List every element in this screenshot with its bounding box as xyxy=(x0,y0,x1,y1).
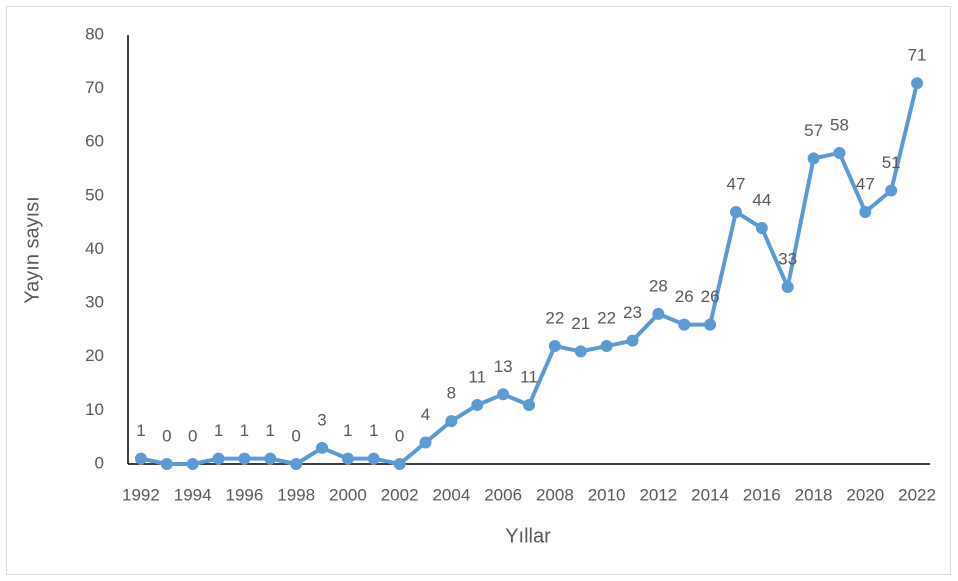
chart-border xyxy=(6,6,951,575)
data-point xyxy=(911,77,924,90)
x-tick-label: 1996 xyxy=(226,485,264,504)
x-tick-label: 2006 xyxy=(484,485,522,504)
data-label: 26 xyxy=(701,287,720,306)
data-point xyxy=(471,399,484,412)
data-point xyxy=(833,146,846,159)
data-point xyxy=(393,458,406,470)
data-label: 44 xyxy=(752,191,771,210)
data-point xyxy=(186,458,199,470)
data-point xyxy=(341,452,354,465)
data-point xyxy=(678,318,691,331)
x-tick-label: 2018 xyxy=(795,485,833,504)
data-label: 1 xyxy=(214,421,223,440)
data-label: 1 xyxy=(266,421,275,440)
data-label: 33 xyxy=(778,250,797,269)
data-label: 0 xyxy=(291,426,300,445)
data-point xyxy=(264,452,277,465)
x-tick-label: 2004 xyxy=(432,485,470,504)
data-label: 3 xyxy=(317,410,326,429)
data-label: 4 xyxy=(421,405,430,424)
x-tick-label: 2012 xyxy=(639,485,677,504)
x-tick-label: 2002 xyxy=(381,485,419,504)
y-tick-label: 80 xyxy=(85,24,104,43)
y-tick-label: 30 xyxy=(85,293,104,312)
data-label: 0 xyxy=(162,426,171,445)
y-tick-label: 40 xyxy=(85,239,104,258)
data-label: 21 xyxy=(571,314,590,333)
data-label: 11 xyxy=(468,367,486,386)
data-label: 71 xyxy=(908,46,927,65)
x-tick-label: 1994 xyxy=(174,485,212,504)
data-label: 1 xyxy=(136,421,145,440)
data-point xyxy=(238,452,251,465)
y-tick-label: 50 xyxy=(85,185,104,204)
y-axis-title: Yayın sayısı xyxy=(21,196,43,303)
x-tick-label: 2016 xyxy=(743,485,781,504)
data-point xyxy=(626,334,639,347)
data-label: 0 xyxy=(395,426,404,445)
data-label: 58 xyxy=(830,115,849,134)
x-tick-label: 2008 xyxy=(536,485,574,504)
data-label: 13 xyxy=(494,357,513,376)
data-label: 22 xyxy=(597,309,616,328)
data-label: 47 xyxy=(856,174,875,193)
data-point xyxy=(807,152,820,165)
x-tick-label: 2000 xyxy=(329,485,367,504)
data-point xyxy=(574,345,587,358)
x-tick-label: 1998 xyxy=(277,485,315,504)
data-point xyxy=(652,307,665,320)
x-tick-label: 2010 xyxy=(588,485,626,504)
data-label: 1 xyxy=(240,421,249,440)
data-label: 57 xyxy=(804,121,823,140)
data-point xyxy=(212,452,225,465)
data-point xyxy=(729,205,742,218)
data-label: 1 xyxy=(369,421,378,440)
y-tick-label: 70 xyxy=(85,78,104,97)
data-label: 22 xyxy=(545,309,564,328)
data-label: 51 xyxy=(882,153,901,172)
data-label: 47 xyxy=(727,174,746,193)
data-point xyxy=(445,415,458,428)
data-point xyxy=(290,458,303,470)
data-label: 0 xyxy=(188,426,197,445)
data-point xyxy=(885,184,898,197)
data-point xyxy=(755,222,768,235)
data-point xyxy=(600,340,613,353)
data-point xyxy=(367,452,380,465)
y-tick-label: 10 xyxy=(85,400,104,419)
data-point xyxy=(419,436,432,449)
data-label: 8 xyxy=(447,384,456,403)
data-point xyxy=(134,452,147,465)
x-tick-label: 2020 xyxy=(846,485,884,504)
data-point xyxy=(781,281,794,294)
y-tick-label: 60 xyxy=(85,132,104,151)
data-label: 23 xyxy=(623,303,642,322)
data-point xyxy=(859,205,872,218)
data-point xyxy=(548,340,561,353)
data-label: 1 xyxy=(343,421,352,440)
data-point xyxy=(316,441,329,454)
data-label: 26 xyxy=(675,287,694,306)
y-tick-label: 20 xyxy=(85,346,104,365)
data-point xyxy=(704,318,717,331)
data-point xyxy=(523,399,535,412)
data-label: 28 xyxy=(649,276,668,295)
data-point xyxy=(160,458,173,470)
x-tick-label: 2022 xyxy=(898,485,936,504)
x-tick-label: 2014 xyxy=(691,485,729,504)
data-label: 11 xyxy=(520,367,538,386)
x-tick-label: 1992 xyxy=(122,485,160,504)
y-tick-label: 0 xyxy=(95,453,104,472)
x-axis-title: Yıllar xyxy=(505,525,551,547)
data-point xyxy=(497,388,510,401)
